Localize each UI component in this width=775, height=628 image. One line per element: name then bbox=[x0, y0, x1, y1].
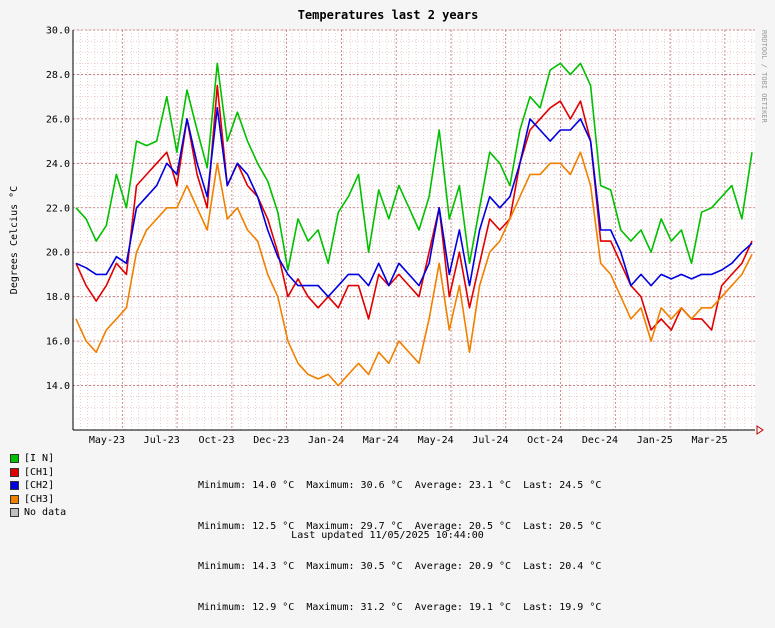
legend-label: No data bbox=[24, 507, 67, 518]
watermark: RRDTOOL / TOBI OETIKER bbox=[760, 30, 768, 124]
series-line bbox=[75, 151, 753, 387]
y-tick-label: 22.0 bbox=[46, 203, 70, 214]
legend: [I N] [CH1] [CH2] [CH3] No data bbox=[10, 452, 66, 520]
y-tick-label: 30.0 bbox=[46, 26, 70, 37]
legend-swatch-ch3 bbox=[10, 494, 19, 504]
stats-row-ch2: Minimum: 14.3 °C Maximum: 30.5 °C Averag… bbox=[198, 561, 602, 572]
stats-row-in: Minimum: 14.0 °C Maximum: 30.6 °C Averag… bbox=[198, 480, 602, 491]
legend-label: [CH2] bbox=[24, 480, 55, 491]
x-tick-label: Mar-25 bbox=[691, 435, 727, 446]
y-axis-label: Degrees Celcius °C bbox=[9, 186, 20, 294]
legend-swatch-ch1 bbox=[10, 467, 19, 477]
y-tick-label: 26.0 bbox=[46, 114, 70, 125]
legend-item: [I N] bbox=[10, 452, 66, 466]
legend-swatch-ch2 bbox=[10, 481, 19, 491]
x-tick-label: Jan-25 bbox=[637, 435, 673, 446]
chart-title: Temperatures last 2 years bbox=[298, 8, 479, 22]
y-tick-label: 20.0 bbox=[46, 248, 70, 259]
legend-item: [CH2] bbox=[10, 479, 66, 493]
legend-label: [I N] bbox=[24, 453, 55, 464]
x-tick-label: Oct-24 bbox=[527, 435, 563, 446]
y-tick-label: 24.0 bbox=[46, 159, 70, 170]
temperature-chart: 14.0 16.0 18.0 20.0 22.0 24.0 26.0 28.0 30.0 May-… bbox=[9, 8, 768, 446]
x-tick-label: Oct-23 bbox=[198, 435, 234, 446]
legend-label: [CH1] bbox=[24, 466, 55, 478]
series-line bbox=[75, 107, 753, 298]
stats-row-ch1: Minimum: 12.5 °C Maximum: 29.7 °C Averag… bbox=[198, 520, 602, 532]
legend-item: No data bbox=[10, 506, 66, 520]
x-axis-arrow bbox=[756, 425, 764, 435]
y-tick-label: 28.0 bbox=[46, 70, 70, 81]
legend-label: [CH3] bbox=[24, 493, 55, 505]
x-tick-label: Jul-23 bbox=[144, 435, 180, 446]
last-updated: Last updated 11/05/2025 10:44:00 bbox=[291, 530, 484, 541]
x-tick-label: Dec-24 bbox=[582, 435, 618, 446]
legend-item: [CH1] bbox=[10, 466, 66, 480]
x-tick-label: May-24 bbox=[418, 435, 454, 446]
series-line bbox=[75, 62, 753, 271]
x-tick-label: Jul-24 bbox=[472, 435, 508, 446]
stats-row-ch3: Minimum: 12.9 °C Maximum: 31.2 °C Averag… bbox=[198, 601, 602, 613]
x-tick-label: Jan-24 bbox=[308, 435, 344, 446]
legend-item: [CH3] bbox=[10, 493, 66, 507]
x-tick-label: Dec-23 bbox=[253, 435, 289, 446]
legend-swatch-nodata bbox=[10, 508, 19, 518]
x-tick-label: Mar-24 bbox=[363, 435, 399, 446]
y-tick-label: 18.0 bbox=[46, 292, 70, 303]
y-tick-label: 16.0 bbox=[46, 337, 70, 348]
x-tick-label: May-23 bbox=[89, 435, 125, 446]
legend-swatch-in bbox=[10, 454, 19, 464]
y-tick-label: 14.0 bbox=[46, 381, 70, 392]
